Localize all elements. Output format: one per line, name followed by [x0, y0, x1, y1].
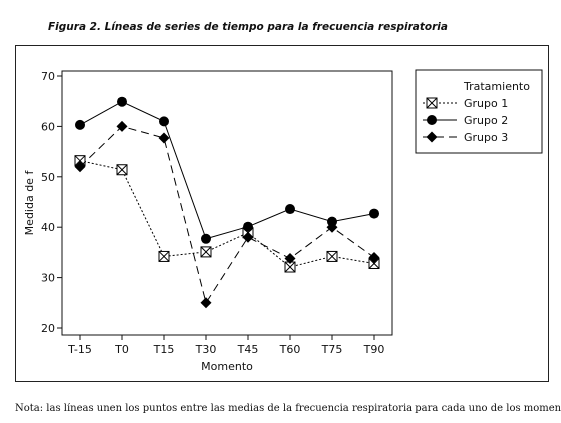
data-point-grupo-2 [327, 216, 337, 227]
legend-marker-grupo-3 [426, 131, 438, 143]
marker-cross [426, 97, 438, 109]
series-grupo-2 [75, 96, 379, 244]
marker-cross [116, 164, 128, 176]
legend-box [415, 69, 543, 154]
data-point-grupo-1 [326, 250, 338, 262]
marker-cross [200, 246, 212, 258]
marker-cross [158, 251, 170, 262]
data-point-grupo-3 [116, 120, 128, 132]
data-point-grupo-2 [201, 233, 211, 244]
figure-note: Nota: las líneas unen los puntos entre l… [15, 403, 561, 414]
legend-label-grupo-1: Grupo 1 [464, 97, 508, 110]
data-point-grupo-2 [75, 119, 85, 130]
x-tick-label: T30 [195, 343, 217, 356]
marker-cross [74, 155, 86, 167]
axes: 20 30 40 50 60 70 T-15 T0 T15 T30 T45 T60 T75 T90 Mome… [23, 70, 393, 373]
series-line-grupo-3 [79, 125, 375, 305]
data-point-grupo-1 [116, 164, 128, 176]
x-tick-label: T15 [153, 343, 175, 356]
legend-item-grupo-3: Grupo 3 [423, 131, 508, 144]
series-grupo-1 [74, 155, 380, 273]
data-point-grupo-2 [369, 208, 379, 219]
data-point-grupo-2 [117, 96, 127, 107]
data-point-grupo-3 [326, 221, 338, 233]
y-tick-label: 70 [41, 70, 55, 83]
data-point-grupo-3 [200, 297, 212, 309]
y-tick-label: 40 [41, 221, 55, 234]
x-tick-label: T60 [279, 343, 301, 356]
x-axis-label: Momento [201, 360, 253, 373]
data-point-grupo-2 [285, 204, 295, 215]
legend-title: Tratamiento [463, 80, 530, 93]
legend-item-grupo-2: Grupo 2 [423, 114, 508, 127]
data-point-grupo-3 [74, 161, 86, 173]
data-point-grupo-3 [368, 251, 380, 263]
x-tick-label: T75 [321, 343, 343, 356]
legend-item-grupo-1: Grupo 1 [423, 97, 508, 110]
data-point-grupo-3 [158, 132, 170, 144]
marker-cross [326, 251, 338, 262]
legend-label-grupo-3: Grupo 3 [464, 131, 508, 144]
x-tick-label: T0 [114, 343, 129, 356]
legend-label-grupo-2: Grupo 2 [464, 114, 508, 127]
series-layer [74, 96, 380, 309]
data-point-grupo-2 [159, 116, 169, 127]
marker-cross [368, 258, 380, 269]
x-tick-label: T-15 [67, 343, 92, 356]
data-point-grupo-1 [200, 246, 212, 258]
y-axis-label: Medida de f [23, 170, 36, 236]
x-tick-label: T45 [237, 343, 259, 356]
y-tick-label: 20 [41, 322, 55, 335]
y-tick-label: 60 [41, 120, 55, 133]
data-point-grupo-1 [158, 250, 170, 262]
chart-frame [15, 45, 549, 382]
y-tick-label: 50 [41, 171, 55, 184]
figure-title: Figura 2. Líneas de series de tiempo par… [48, 21, 448, 33]
marker-cross [284, 261, 296, 273]
data-point-grupo-2 [243, 221, 253, 232]
legend-marker-grupo-1 [426, 97, 438, 109]
x-tick-label: T90 [363, 343, 385, 356]
y-tick-label: 30 [41, 272, 55, 285]
plot-area [61, 70, 393, 336]
legend-marker-grupo-2 [427, 115, 437, 125]
series-grupo-3 [74, 120, 380, 309]
data-point-grupo-3 [242, 231, 254, 243]
data-point-grupo-3 [284, 252, 296, 264]
series-line-grupo-2 [79, 101, 375, 240]
legend: Tratamiento Grupo 1 Grupo 2 Grupo 3 [415, 69, 543, 154]
series-line-grupo-1 [79, 160, 375, 268]
